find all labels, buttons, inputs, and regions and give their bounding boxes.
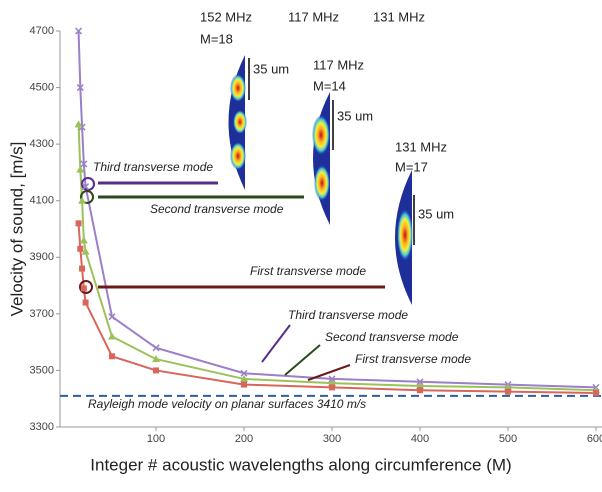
annotation: 117 MHz [313, 57, 364, 72]
annotation: First transverse mode [250, 264, 366, 278]
point [77, 246, 83, 252]
chart: Integer # acoustic wavelengths along cir… [0, 0, 602, 492]
point [83, 300, 89, 306]
y-axis-label: Velocity of sound, [m/s] [7, 142, 26, 317]
annotation: 131 MHz [395, 139, 447, 154]
annotation: Third transverse mode [288, 308, 408, 322]
y-tick-label: 3500 [30, 364, 54, 376]
y-tick-label: 3900 [30, 251, 54, 263]
x-tick-label: 400 [411, 433, 429, 445]
x-tick-label: 600 [587, 433, 602, 445]
y-tick-label: 3300 [30, 421, 54, 433]
point [76, 220, 82, 226]
point [153, 367, 159, 373]
annotation: M=17 [395, 159, 428, 174]
y-tick-label: 4500 [30, 81, 54, 93]
reference-label: Rayleigh mode velocity on planar surface… [88, 397, 366, 411]
annotation: 35 um [337, 108, 373, 123]
x-tick-label: 200 [235, 433, 253, 445]
point [241, 382, 247, 388]
annotation: 117 MHz [288, 9, 339, 24]
point [108, 332, 116, 339]
y-tick-label: 4300 [30, 138, 54, 150]
point [505, 389, 511, 395]
annotation: 35 um [418, 206, 454, 221]
x-tick-label: 300 [323, 433, 341, 445]
annotation: M=18 [200, 31, 233, 46]
annotation: M=14 [313, 78, 346, 93]
point [80, 236, 88, 243]
x-axis-label: Integer # acoustic wavelengths along cir… [90, 455, 511, 474]
annotation: 131 MHz [373, 9, 425, 24]
point [109, 353, 115, 359]
annotation: First transverse mode [355, 352, 471, 366]
point [78, 197, 86, 204]
point [79, 266, 85, 272]
y-tick-label: 3700 [30, 308, 54, 320]
annotation: 152 MHz [200, 9, 252, 24]
point [81, 285, 87, 291]
point [329, 384, 335, 390]
point [417, 387, 423, 393]
point [593, 390, 599, 396]
y-tick-label: 4700 [30, 25, 54, 37]
annotation: Third transverse mode [93, 160, 213, 174]
y-tick-label: 4100 [30, 195, 54, 207]
x-tick-label: 100 [147, 433, 165, 445]
annotation: 35 um [253, 61, 289, 76]
annotation: Second transverse mode [325, 330, 459, 344]
annotation: Second transverse mode [150, 202, 284, 216]
x-tick-label: 500 [499, 433, 517, 445]
